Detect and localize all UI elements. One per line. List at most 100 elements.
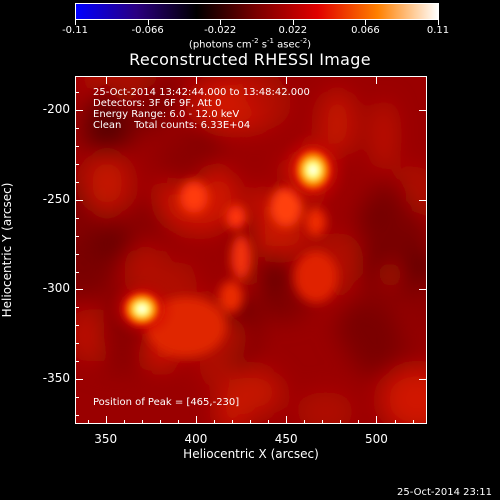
y-tick-mark [419,289,426,291]
y-tick-mark [419,379,426,381]
texture-blob [365,210,426,257]
x-minor-tick [340,420,342,423]
peak-position-info: Position of Peak = [465,-230] [93,397,240,408]
x-tick-mark [105,77,107,84]
x-minor-tick [141,420,143,423]
texture-blob [373,100,394,171]
x-minor-tick [105,420,107,423]
texture-blob [371,179,407,215]
x-axis-label: Heliocentric X (arcsec) [183,447,319,461]
y-minor-tick [76,92,79,94]
y-minor-tick [76,289,79,291]
y-tick-mark [76,110,83,112]
colorbar-tick-mark [147,20,149,25]
y-minor-tick [76,181,79,183]
x-minor-tick [286,420,288,423]
x-tick-mark [195,416,197,423]
x-minor-tick [358,420,360,423]
colorbar-tick-label: 0.066 [351,25,380,36]
texture-blob [378,259,404,290]
y-minor-tick [76,199,79,201]
colorbar-tick-mark [438,20,439,25]
flare-sources [108,132,349,339]
texture-blob [410,276,426,337]
colorbar-tick-label: -0.11 [62,25,88,36]
x-minor-tick [322,420,324,423]
texture-blob [159,134,211,189]
x-tick-mark [376,416,378,423]
energy-range-info: Energy Range: 6.0 - 12.0 keV [93,109,240,120]
y-tick-mark [419,110,426,112]
x-tick-mark [286,416,288,423]
texture-blob [242,80,291,110]
colorbar-tick-label: -0.066 [131,25,164,36]
y-minor-tick [76,307,79,309]
x-tick-mark [195,77,197,84]
y-minor-tick [76,415,79,417]
texture-blob [92,233,137,254]
y-axis-label: Heliocentric Y (arcsec) [0,182,14,318]
y-minor-tick [76,379,79,381]
x-minor-tick [376,420,378,423]
y-tick-mark [419,199,426,201]
texture-blob [199,345,231,387]
peak-source [290,144,336,196]
clean-counts-info: Clean Total counts: 6.33E+04 [93,120,251,131]
rhessi-heatmap [76,77,426,423]
rhessi-image-plot: 25-Oct-2014 13:42:44.000 to 13:48:42.000… [75,76,427,424]
x-minor-tick [159,420,161,423]
y-minor-tick [76,217,79,219]
y-minor-tick [76,361,79,363]
y-minor-tick [76,145,79,147]
secondary-source [119,288,165,330]
y-tick-mark [76,379,83,381]
texture-blob [258,252,286,297]
x-tick-label: 350 [94,432,118,446]
detectors-info: Detectors: 3F 6F 9F, Att 0 [93,98,222,109]
y-tick-label: -300 [42,281,70,296]
x-tick-label: 500 [365,432,388,446]
colorbar-tick-mark [75,20,76,25]
x-minor-tick [250,420,252,423]
image-title: Reconstructed RHESSI Image [129,50,371,69]
x-minor-tick [394,420,396,423]
x-minor-tick [123,420,125,423]
texture-blob [221,368,282,417]
x-minor-tick [268,420,270,423]
x-tick-mark [376,77,378,84]
x-minor-tick [213,420,215,423]
y-tick-label: -250 [42,191,70,206]
y-minor-tick [76,235,79,237]
texture-blob [297,391,354,423]
texture-blob [105,77,163,90]
x-minor-tick [304,420,306,423]
x-minor-tick [177,420,179,423]
y-tick-label: -200 [42,102,70,117]
texture-blob [85,88,128,164]
colorbar-units: (photons cm-2 s-1 asec-2) [188,37,312,51]
colorbar [75,3,439,20]
y-minor-tick [76,325,79,327]
texture-blob [84,153,131,214]
y-minor-tick [76,128,79,130]
x-tick-mark [105,416,107,423]
y-minor-tick [76,343,79,345]
x-tick-label: 450 [274,432,298,446]
texture-blob [257,294,308,320]
y-minor-tick [76,163,79,165]
x-minor-tick [195,420,197,423]
y-minor-tick [76,253,79,255]
colorbar-tick-mark [292,20,294,25]
y-tick-mark [76,199,83,201]
texture-blob [347,301,402,376]
y-minor-tick [76,110,79,112]
colorbar-tick-label: 0.022 [278,25,308,36]
render-timestamp: 25-Oct-2014 23:11 [397,487,492,498]
colorbar-tick-mark [365,20,367,25]
y-minor-tick [76,397,79,399]
y-tick-mark [76,289,83,291]
colorbar-tick-mark [220,20,222,25]
x-tick-label: 400 [184,432,208,446]
x-minor-tick [232,420,234,423]
y-minor-tick [76,271,79,273]
